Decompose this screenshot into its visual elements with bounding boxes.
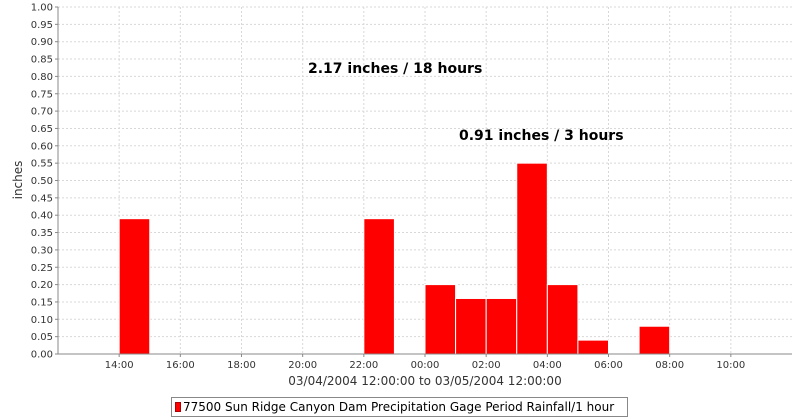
rainfall-bar bbox=[424, 284, 457, 355]
x-tick-label: 16:00 bbox=[166, 360, 195, 371]
y-tick-label: 0.05 bbox=[31, 332, 53, 343]
y-tick-label: 0.20 bbox=[31, 280, 53, 291]
y-tick-label: 0.65 bbox=[31, 124, 53, 135]
y-tick-label: 0.80 bbox=[31, 72, 53, 83]
x-tick-label: 22:00 bbox=[349, 360, 378, 371]
x-tick-label: 18:00 bbox=[227, 360, 256, 371]
y-tick-label: 0.25 bbox=[31, 263, 53, 274]
y-tick-label: 0.30 bbox=[31, 245, 53, 256]
legend: 77500 Sun Ridge Canyon Dam Precipitation… bbox=[171, 397, 628, 417]
y-tick-label: 1.00 bbox=[31, 3, 53, 14]
x-tick-label: 06:00 bbox=[594, 360, 623, 371]
axes bbox=[55, 6, 792, 357]
y-tick-label: 0.10 bbox=[31, 315, 53, 326]
x-tick-label: 04:00 bbox=[533, 360, 562, 371]
legend-label: 77500 Sun Ridge Canyon Dam Precipitation… bbox=[183, 400, 615, 414]
bars bbox=[118, 162, 671, 355]
y-tick-label: 0.95 bbox=[31, 20, 53, 31]
x-tick-label: 00:00 bbox=[411, 360, 440, 371]
y-tick-label: 0.40 bbox=[31, 211, 53, 222]
x-axis-title: 03/04/2004 12:00:00 to 03/05/2004 12:00:… bbox=[288, 374, 561, 388]
y-tick-labels: 0.00 0.05 0.10 0.15 0.20 0.25 0.30 0.35 0.40 0.45… bbox=[31, 3, 53, 361]
x-tick-label: 02:00 bbox=[472, 360, 501, 371]
y-tick-label: 0.75 bbox=[31, 89, 53, 100]
y-tick-label: 0.15 bbox=[31, 297, 53, 308]
y-tick-label: 0.00 bbox=[31, 350, 53, 361]
y-tick-label: 0.55 bbox=[31, 159, 53, 170]
y-tick-label: 0.90 bbox=[31, 37, 53, 48]
rainfall-bar bbox=[455, 297, 487, 355]
y-tick-label: 0.35 bbox=[31, 228, 53, 239]
y-axis-title: inches bbox=[11, 161, 25, 200]
x-tick-label: 10:00 bbox=[716, 360, 745, 371]
x-tick-label: 14:00 bbox=[105, 360, 134, 371]
y-tick-label: 0.60 bbox=[31, 141, 53, 152]
annotation-peak: 0.91 inches / 3 hours bbox=[459, 128, 624, 144]
y-tick-label: 0.70 bbox=[31, 107, 53, 118]
rainfall-bar bbox=[363, 218, 395, 355]
x-tick-labels: 14:00 16:00 18:00 20:00 22:00 00:00 02:00 04:00… bbox=[105, 360, 745, 371]
rainfall-bar bbox=[516, 162, 548, 355]
y-tick-label: 0.45 bbox=[31, 193, 53, 204]
rainfall-bar bbox=[485, 297, 518, 355]
rainfall-bar bbox=[118, 218, 151, 355]
legend-swatch bbox=[175, 402, 181, 412]
rainfall-bar bbox=[638, 325, 671, 355]
y-tick-label: 0.85 bbox=[31, 55, 53, 66]
y-tick-label: 0.50 bbox=[31, 176, 53, 187]
rainfall-bar bbox=[577, 339, 610, 355]
annotation-total: 2.17 inches / 18 hours bbox=[308, 61, 482, 77]
x-tick-label: 20:00 bbox=[288, 360, 317, 371]
rainfall-bar bbox=[546, 284, 579, 355]
x-tick-label: 08:00 bbox=[655, 360, 684, 371]
